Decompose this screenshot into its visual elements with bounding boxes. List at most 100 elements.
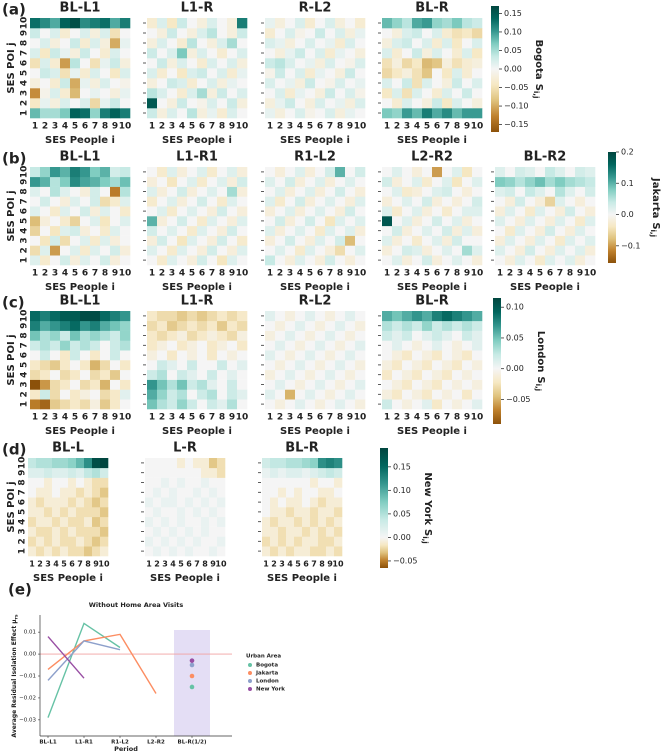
x-tick-label: 4 (297, 269, 303, 279)
heat-cell (177, 206, 188, 217)
heat-cell (185, 467, 194, 478)
heat-cell (472, 48, 483, 59)
colorbar-label-subscript: i,j (649, 230, 657, 237)
heat-cell (265, 340, 276, 351)
heat-cell (237, 311, 248, 322)
heat-cell (310, 526, 319, 537)
heat-cell (100, 497, 109, 508)
heat-cell (422, 235, 433, 246)
heat-cell (462, 389, 473, 400)
heat-cell (535, 176, 546, 187)
heat-cell (80, 311, 91, 322)
heat-cell (100, 206, 111, 217)
colorbar-tick-label: −0.05 (504, 83, 529, 92)
x-tick-label: 4 (170, 560, 176, 569)
heat-cell (76, 487, 85, 498)
heat-cell (412, 235, 423, 246)
heat-cell (565, 216, 576, 227)
heat-cell (326, 526, 335, 537)
heat-cell (315, 350, 326, 361)
heat-cell (207, 225, 218, 236)
heat-cell (555, 225, 566, 236)
heat-cell (285, 78, 296, 89)
heat-cell (157, 311, 168, 322)
heat-cell (275, 88, 286, 99)
heat-cell (310, 536, 319, 547)
x-tick-label: 5 (72, 413, 78, 423)
heat-cell (285, 389, 296, 400)
x-tick-label: 2 (277, 122, 283, 132)
heat-cell (305, 255, 316, 266)
heat-cell (472, 196, 483, 207)
panel-label: (d) (2, 441, 26, 459)
heat-cell (545, 235, 556, 246)
heat-cell (50, 340, 61, 351)
heat-cell (187, 340, 198, 351)
colorbar-label: BogotaSi,j (532, 40, 544, 99)
heat-cell (207, 167, 218, 178)
heat-cell (452, 216, 463, 227)
heat-cell (100, 546, 109, 557)
heat-cell (275, 216, 286, 227)
heat-cell (262, 536, 271, 547)
x-tick-label: 5 (189, 269, 195, 279)
heat-cell (585, 235, 596, 246)
x-tick-label: 1 (29, 560, 35, 569)
heat-cell (201, 487, 210, 498)
colorbar-tick-label: 0.00 (504, 65, 522, 74)
heat-cell (80, 206, 91, 217)
heat-cell (402, 360, 413, 371)
heat-cell (442, 176, 453, 187)
colorbar-label: JakartaSi,j (649, 177, 661, 237)
heat-cell (412, 18, 423, 29)
heat-cell (382, 320, 393, 331)
heat-cell (402, 330, 413, 341)
heat-cell (167, 58, 178, 69)
heat-cell (60, 216, 71, 227)
heat-cell (100, 330, 111, 341)
heat-cell (305, 350, 316, 361)
heat-cell (217, 360, 228, 371)
heat-cell (147, 38, 158, 49)
heat-cell (237, 360, 248, 371)
y-tick-label: 2 (20, 391, 30, 397)
heat-cell (80, 108, 91, 119)
heat-cell (40, 28, 51, 39)
heat-cell (305, 360, 316, 371)
heat-cell (157, 235, 168, 246)
heat-cell (120, 88, 131, 99)
x-tick-label: 10 (471, 269, 484, 279)
heat-cell (207, 28, 218, 39)
heat-cell (515, 206, 526, 217)
heat-cell (325, 18, 336, 29)
heat-cell (402, 38, 413, 49)
heat-cell (207, 48, 218, 59)
x-tick-label: 2 (42, 269, 48, 279)
heat-cell (120, 196, 131, 207)
heat-cell (187, 235, 198, 246)
heat-cell (100, 379, 111, 390)
heat-cell (60, 320, 71, 331)
y-tick-label: 9 (18, 470, 28, 476)
heat-cell (237, 206, 248, 217)
heat-cell (442, 216, 453, 227)
heat-cell (334, 516, 343, 527)
heat-cell (325, 389, 336, 400)
heat-cell (515, 245, 526, 256)
colorbar-tick-label: 0.15 (393, 462, 411, 471)
x-tick-label: 1 (149, 122, 155, 132)
heat-cell (147, 18, 158, 29)
heat-cell (44, 536, 53, 547)
heat-cell (355, 167, 366, 178)
heat-cell (412, 196, 423, 207)
heat-cell (442, 379, 453, 390)
heat-cell (392, 206, 403, 217)
heat-cell (295, 340, 306, 351)
heat-cell (565, 255, 576, 266)
x-tick-label: 7 (92, 269, 98, 279)
heat-cell (217, 186, 228, 197)
heat-cell (197, 18, 208, 29)
heat-cell (157, 167, 168, 178)
heat-cell (286, 487, 295, 498)
heat-cell (412, 216, 423, 227)
